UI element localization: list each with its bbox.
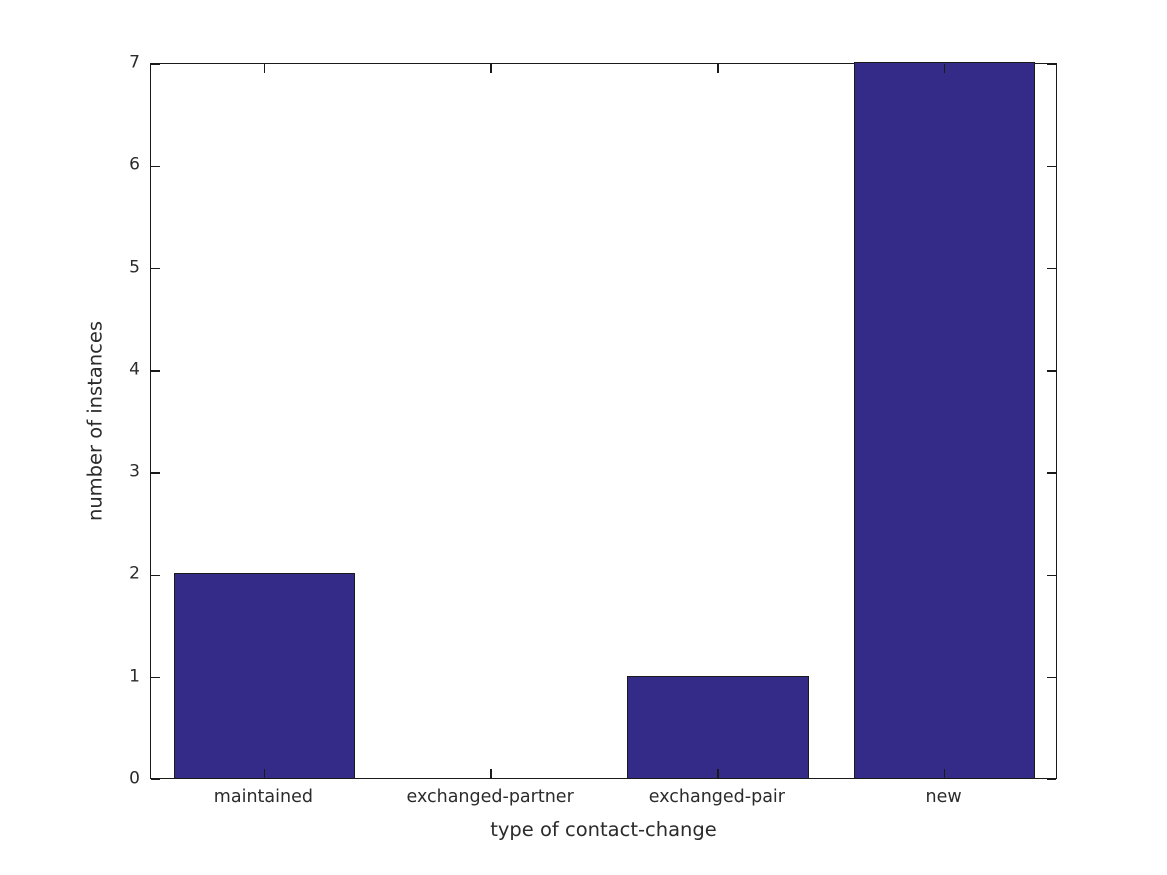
- y-tick-label: 0: [129, 768, 140, 789]
- y-tick-left: [151, 64, 160, 66]
- x-tick-bottom: [263, 769, 266, 778]
- y-tick-label: 1: [129, 666, 140, 687]
- y-tick-right: [1047, 677, 1056, 679]
- x-tick-top: [490, 64, 492, 73]
- y-tick-right: [1047, 267, 1056, 270]
- y-tick-right: [1047, 778, 1056, 780]
- x-tick-top: [263, 64, 266, 73]
- plot-area: [150, 62, 1057, 780]
- y-tick-left: [151, 574, 160, 577]
- y-tick-label: 2: [129, 563, 140, 584]
- y-tick-label: 6: [129, 154, 140, 175]
- x-tick-top: [717, 64, 719, 73]
- bar-maintained: [173, 573, 356, 778]
- y-tick-right: [1047, 574, 1056, 577]
- y-tick-right: [1047, 472, 1056, 474]
- y-tick-left: [151, 677, 160, 679]
- x-tick-label: exchanged-partner: [406, 787, 574, 807]
- bar-exchanged-pair: [627, 675, 809, 778]
- y-tick-label: 5: [129, 257, 140, 278]
- x-tick-label: maintained: [213, 787, 313, 807]
- y-tick-left: [151, 370, 160, 372]
- y-tick-label: 4: [129, 359, 140, 380]
- y-tick-right: [1047, 64, 1056, 66]
- x-tick-bottom: [717, 769, 719, 778]
- bar-new: [853, 62, 1036, 778]
- y-tick-left: [151, 267, 160, 270]
- y-tick-left: [151, 165, 160, 167]
- y-tick-label: 7: [129, 52, 140, 73]
- x-tick-label: exchanged-pair: [648, 787, 785, 807]
- x-tick-label: new: [925, 787, 962, 807]
- y-axis-label: number of instances: [83, 320, 107, 522]
- y-tick-left: [151, 778, 160, 780]
- y-tick-label: 3: [129, 461, 140, 482]
- y-tick-right: [1047, 165, 1056, 167]
- x-tick-bottom: [490, 769, 492, 778]
- x-axis-label: type of contact-change: [490, 818, 717, 841]
- y-tick-right: [1047, 370, 1056, 372]
- y-tick-left: [151, 472, 160, 474]
- x-tick-bottom: [943, 769, 946, 778]
- x-tick-top: [943, 64, 946, 73]
